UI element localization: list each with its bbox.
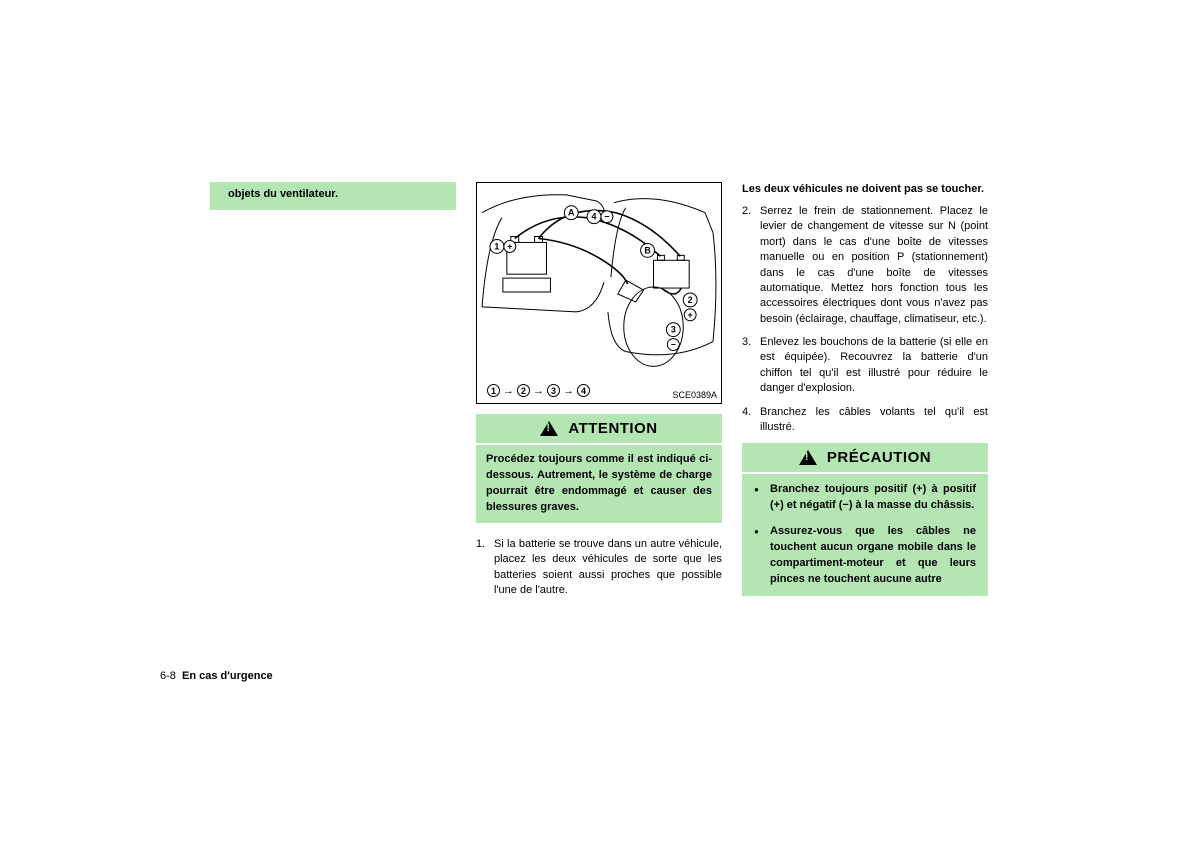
connection-sequence: 1→2→3→4 <box>487 384 590 397</box>
jump-start-illustration: A B 1 + 4 − 2 + <box>477 183 721 403</box>
svg-text:−: − <box>604 212 609 222</box>
svg-text:3: 3 <box>671 325 676 335</box>
attention-header: ATTENTION <box>476 414 722 443</box>
bullet-icon: ● <box>754 482 762 514</box>
precaution-item: ● Branchez toujours positif (+) à positi… <box>754 482 976 514</box>
svg-text:A: A <box>568 208 575 218</box>
column-1: objets du ventilateur. <box>210 182 456 606</box>
step-4: 4. Branchez les câbles volants tel qu'il… <box>742 405 988 436</box>
figure-code: SCE0389A <box>672 390 717 400</box>
svg-text:+: + <box>688 310 693 320</box>
section-title: En cas d'urgence <box>182 670 273 682</box>
seq-step-3: 3 <box>547 384 560 397</box>
vehicles-no-touch-warning: Les deux véhicules ne doivent pas se tou… <box>742 182 988 198</box>
svg-text:4: 4 <box>592 212 597 222</box>
page-footer: 6-8 En cas d'urgence <box>160 670 273 682</box>
precaution-body: ● Branchez toujours positif (+) à positi… <box>742 474 988 596</box>
precaution-label: PRÉCAUTION <box>827 449 931 466</box>
page-number: 6-8 <box>160 670 176 682</box>
svg-text:2: 2 <box>688 295 693 305</box>
step-3: 3. Enlevez les bouchons de la batterie (… <box>742 335 988 397</box>
svg-text:−: − <box>671 340 676 350</box>
svg-text:+: + <box>507 241 512 251</box>
precaution-item: ● Assurez-vous que les câbles ne touchen… <box>754 524 976 588</box>
column-3: Les deux véhicules ne doivent pas se tou… <box>742 182 988 606</box>
seq-step-2: 2 <box>517 384 530 397</box>
step-2: 2. Serrez le frein de stationnement. Pla… <box>742 204 988 327</box>
column-2: A B 1 + 4 − 2 + <box>476 182 722 606</box>
warning-triangle-icon <box>540 421 558 436</box>
svg-text:B: B <box>644 245 651 255</box>
attention-label: ATTENTION <box>568 420 657 437</box>
warning-triangle-icon <box>799 450 817 465</box>
step-1: 1. Si la batterie se trouve dans un autr… <box>476 537 722 599</box>
columns-container: objets du ventilateur. <box>210 182 990 606</box>
bullet-icon: ● <box>754 524 762 588</box>
seq-step-1: 1 <box>487 384 500 397</box>
attention-body: Procédez toujours comme il est indiqué c… <box>476 445 722 523</box>
continuation-highlight-box: objets du ventilateur. <box>210 182 456 210</box>
svg-text:1: 1 <box>494 241 499 251</box>
page-content: objets du ventilateur. <box>210 182 990 606</box>
precaution-header: PRÉCAUTION <box>742 443 988 472</box>
seq-step-4: 4 <box>577 384 590 397</box>
steps-col3: 2. Serrez le frein de stationnement. Pla… <box>742 204 988 435</box>
jump-start-figure: A B 1 + 4 − 2 + <box>476 182 722 404</box>
steps-col2: 1. Si la batterie se trouve dans un autr… <box>476 537 722 599</box>
